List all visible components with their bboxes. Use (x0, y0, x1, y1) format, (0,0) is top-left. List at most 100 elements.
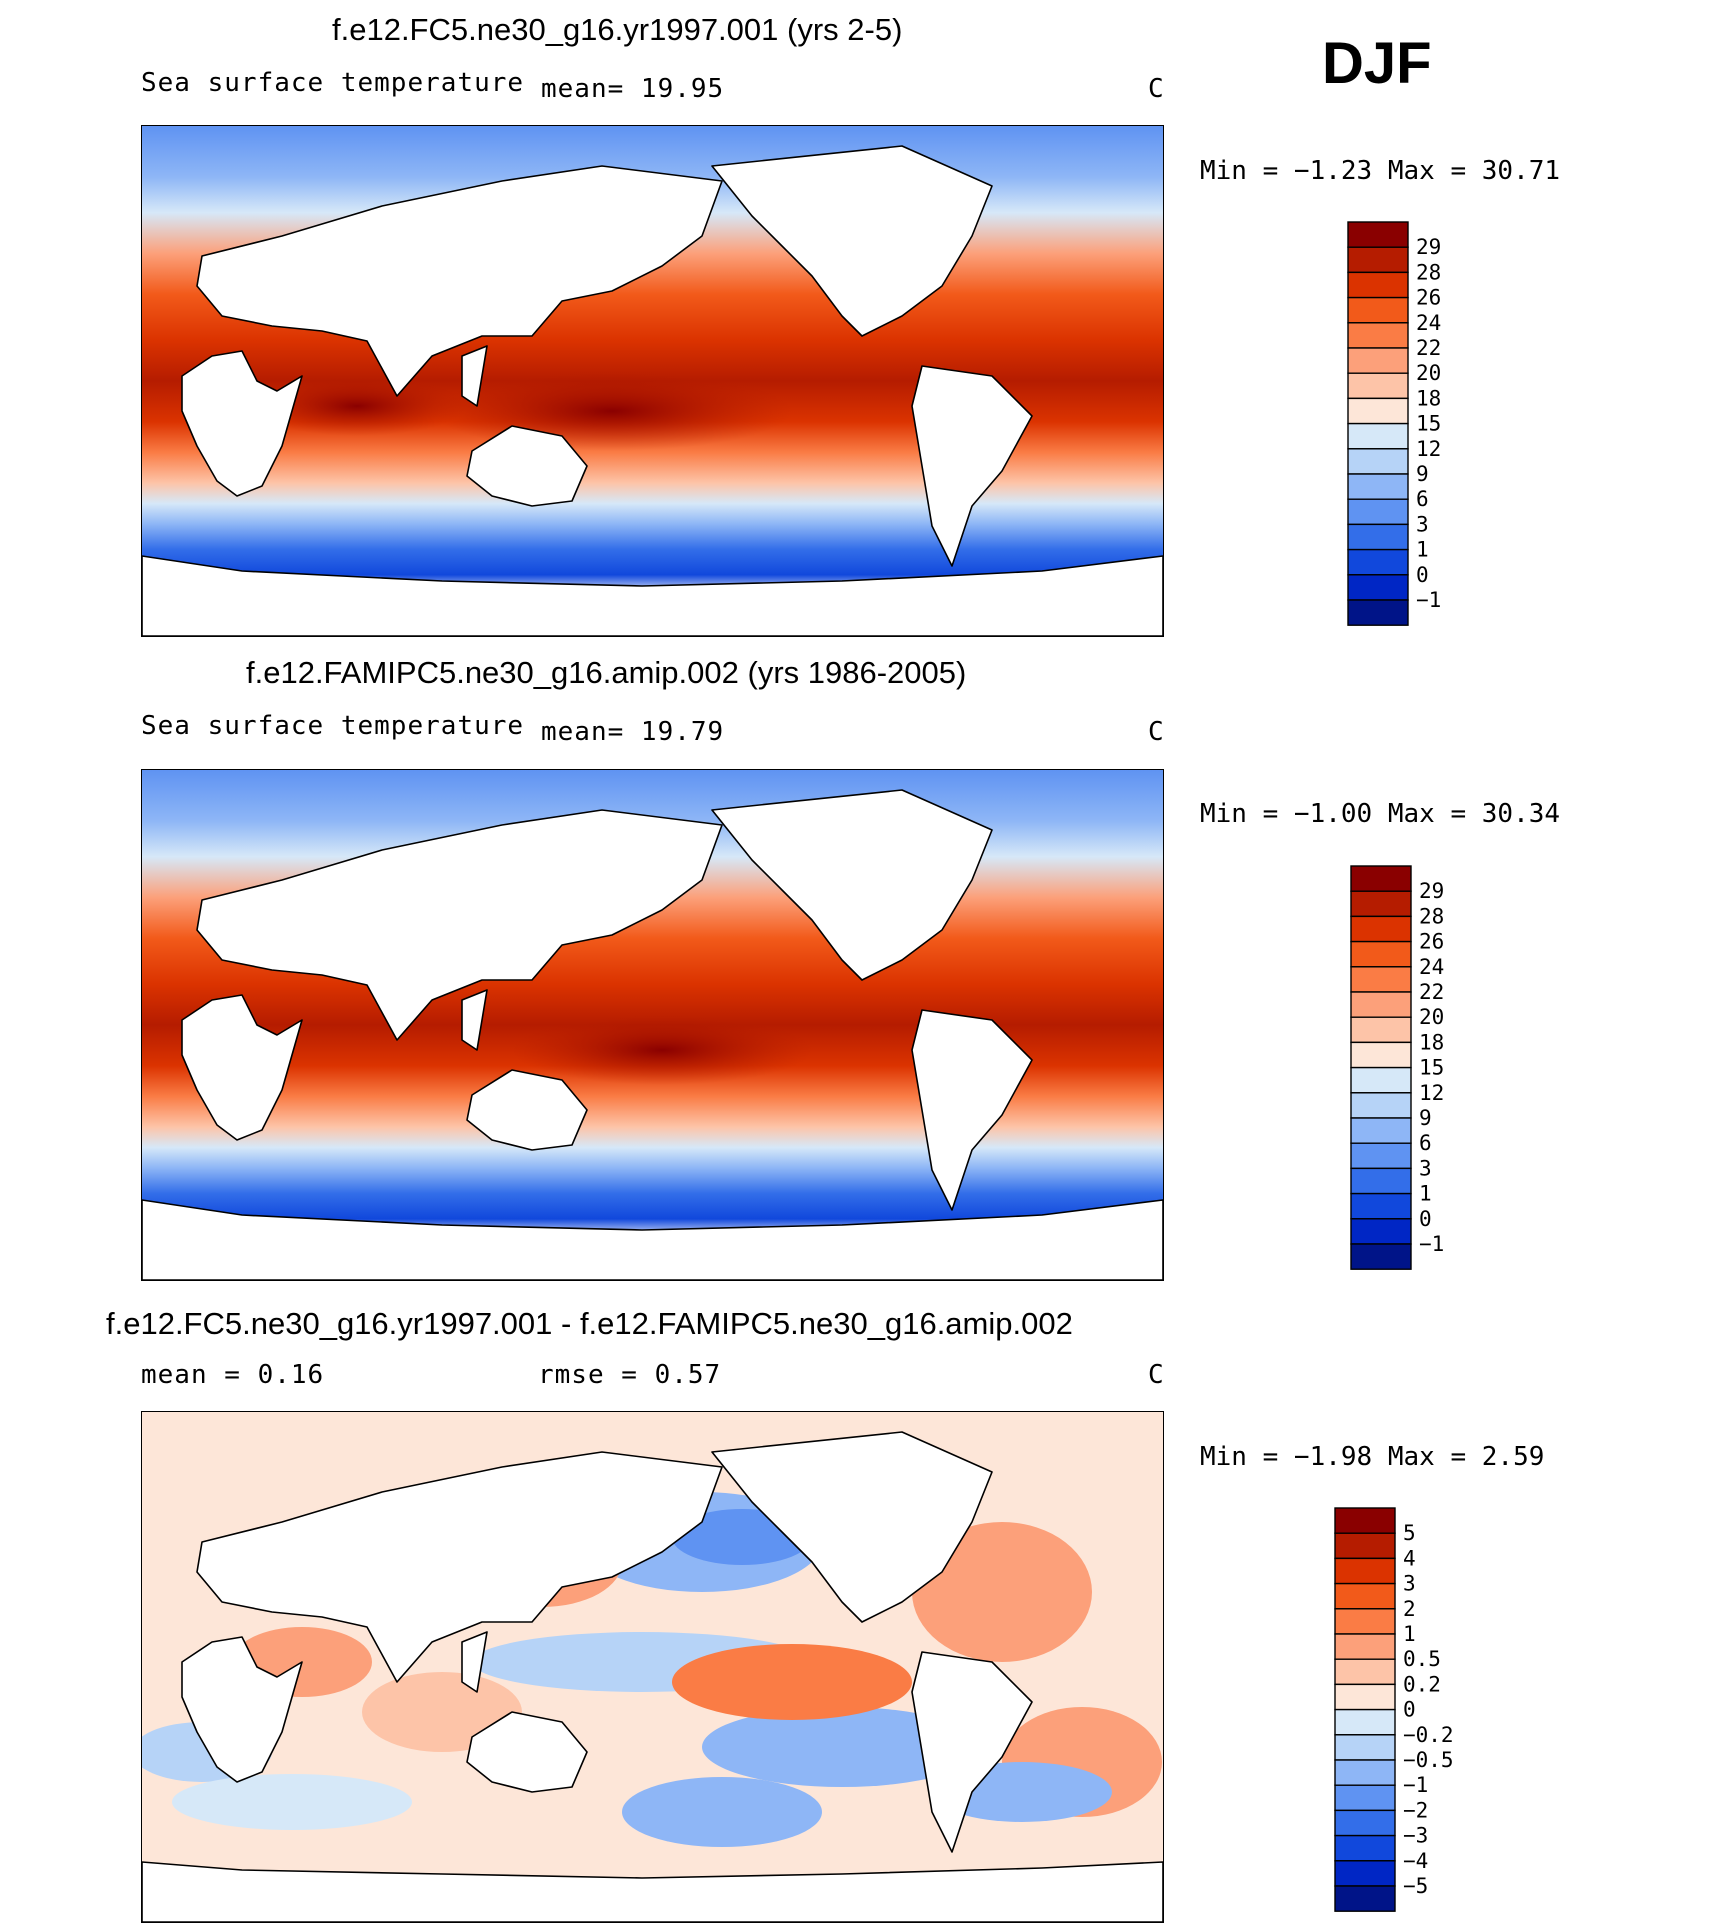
colorbar-tick-label: 28 (1416, 260, 1441, 284)
panel-3-map (141, 1411, 1164, 1923)
colorbar-segment (1334, 1784, 1396, 1812)
colorbar-tick-label: 18 (1419, 1030, 1444, 1054)
colorbar-tick-label: 24 (1416, 311, 1441, 335)
colorbar-tick-label: −2 (1403, 1798, 1428, 1822)
colorbar-segment (1350, 1092, 1412, 1119)
colorbar-tick-label: 9 (1419, 1106, 1432, 1130)
colorbar-segment (1350, 1016, 1412, 1044)
colorbar-segment (1350, 890, 1412, 918)
colorbar-tick-label: 15 (1419, 1056, 1444, 1080)
panel-3-map-svg (142, 1412, 1163, 1922)
colorbar-segment (1350, 1117, 1412, 1144)
colorbar-tick-label: 15 (1416, 412, 1441, 436)
colorbar-segment (1347, 523, 1409, 551)
colorbar-segment (1347, 473, 1409, 500)
colorbar-segment (1334, 1759, 1396, 1786)
colorbar-tick-label: −4 (1403, 1849, 1428, 1873)
colorbar-tick-label: 20 (1416, 361, 1441, 385)
colorbar-tick-label: 29 (1416, 235, 1441, 259)
colorbar-tick-label: 0 (1416, 563, 1429, 587)
colorbar-tick-label: 0 (1419, 1207, 1432, 1231)
colorbar-tick-label: 4 (1403, 1546, 1416, 1570)
colorbar-tick-label: −1 (1403, 1773, 1428, 1797)
colorbar-segment (1347, 574, 1409, 601)
colorbar-tick-label: 1 (1416, 538, 1429, 562)
colorbar-tick-label: 20 (1419, 1005, 1444, 1029)
colorbar-tick-label: 22 (1419, 980, 1444, 1004)
season-label: DJF (1322, 31, 1432, 96)
colorbar-segment (1347, 246, 1409, 274)
colorbar-segment (1334, 1809, 1396, 1837)
colorbar-segment (1334, 1608, 1396, 1635)
colorbar-segment (1334, 1557, 1396, 1585)
colorbar-segment (1350, 1041, 1412, 1069)
colorbar-tick-label: 0.5 (1403, 1647, 1441, 1671)
colorbar-tick-label: −0.2 (1403, 1723, 1454, 1747)
colorbar-segment (1334, 1734, 1396, 1761)
colorbar-tick-label: 18 (1416, 386, 1441, 410)
colorbar-segment (1347, 372, 1409, 400)
colorbar-tick-label: 2 (1403, 1597, 1416, 1621)
panel-1-minmax: Min = −1.23 Max = 30.71 (1200, 156, 1561, 186)
panel-1-mean: mean= 19.95 (541, 74, 725, 104)
panel-1-map-svg (142, 126, 1163, 636)
colorbar-tick-label: −1 (1416, 588, 1441, 612)
colorbar-tick-label: 1 (1403, 1622, 1416, 1646)
colorbar-segment (1347, 397, 1409, 425)
colorbar-tick-label: 28 (1419, 904, 1444, 928)
colorbar-tick-label: 24 (1419, 955, 1444, 979)
colorbar-segment (1334, 1860, 1396, 1887)
panel-1-colorbar: 29 28 26 24 22 20 18 15 12 9 6 3 1 0 −1 (1347, 221, 1498, 627)
colorbar-tick-label: 12 (1419, 1081, 1444, 1105)
colorbar-segment (1347, 422, 1409, 450)
panel-2-variable-label: Sea surface temperature (141, 711, 525, 741)
colorbar-segment (1334, 1633, 1396, 1660)
colorbar-segment (1347, 599, 1409, 626)
panel-2-map-svg (142, 770, 1163, 1280)
colorbar-segment (1334, 1834, 1396, 1862)
colorbar-tick-label: 12 (1416, 437, 1441, 461)
panel-2-colorbar: 29 28 26 24 22 20 18 15 12 9 6 3 1 0 −1 (1350, 865, 1501, 1271)
panel-1-map (141, 125, 1164, 637)
colorbar-segment (1350, 1218, 1412, 1245)
colorbar-segment (1350, 865, 1412, 892)
colorbar-tick-label: −3 (1403, 1824, 1428, 1848)
colorbar-tick-label: 1 (1419, 1182, 1432, 1206)
colorbar-segment (1334, 1582, 1396, 1610)
panel-2-map (141, 769, 1164, 1281)
colorbar-segment (1347, 271, 1409, 299)
colorbar-tick-label: 0 (1403, 1698, 1416, 1722)
colorbar-tick-label: 22 (1416, 336, 1441, 360)
colorbar-segment (1350, 1066, 1412, 1094)
panel-2-title: f.e12.FAMIPC5.ne30_g16.amip.002 (yrs 198… (246, 655, 967, 690)
colorbar-tick-label: 6 (1419, 1131, 1432, 1155)
colorbar-tick-label: 3 (1419, 1156, 1432, 1180)
colorbar-tick-label: 6 (1416, 487, 1429, 511)
colorbar-segment (1350, 1243, 1412, 1270)
colorbar-tick-label: 26 (1419, 930, 1444, 954)
colorbar-tick-label: 29 (1419, 879, 1444, 903)
colorbar-segment (1347, 548, 1409, 576)
colorbar-segment (1350, 940, 1412, 968)
colorbar-segment (1347, 498, 1409, 526)
panel-1-unit: C (1148, 74, 1165, 104)
panel-2-minmax: Min = −1.00 Max = 30.34 (1200, 799, 1561, 829)
panel-3-mean: mean = 0.16 (141, 1360, 325, 1390)
colorbar-segment (1350, 1192, 1412, 1220)
colorbar-tick-label: 3 (1416, 512, 1429, 536)
colorbar-segment (1350, 966, 1412, 993)
colorbar-tick-label: 9 (1416, 462, 1429, 486)
colorbar-segment (1347, 448, 1409, 475)
panel-3-title: f.e12.FC5.ne30_g16.yr1997.001 - f.e12.FA… (106, 1306, 1073, 1341)
colorbar-segment (1350, 1142, 1412, 1170)
colorbar-segment (1350, 915, 1412, 943)
colorbar-segment (1347, 296, 1409, 324)
panel-2-mean: mean= 19.79 (541, 717, 725, 747)
colorbar-segment (1347, 221, 1409, 248)
panel-1-title: f.e12.FC5.ne30_g16.yr1997.001 (yrs 2-5) (332, 12, 903, 47)
colorbar-segment (1334, 1507, 1396, 1534)
panel-1-variable-label: Sea surface temperature (141, 68, 525, 98)
